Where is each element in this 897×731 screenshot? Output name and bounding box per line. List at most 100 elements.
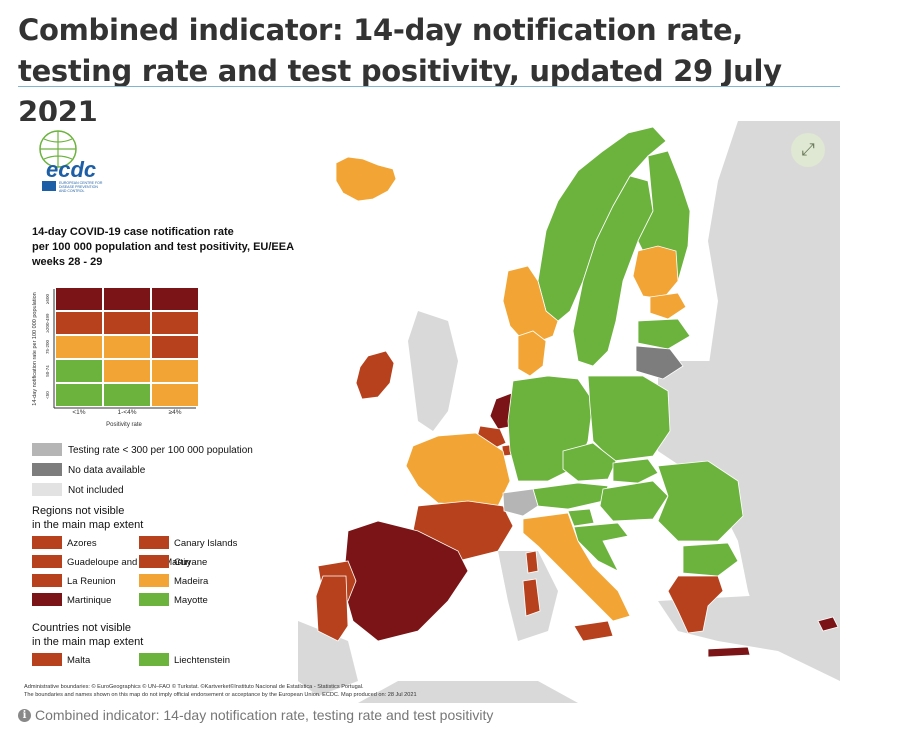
map-regions: [315, 126, 839, 658]
legend-label: Mayotte: [174, 595, 208, 606]
map-region-switzerland[interactable]: [502, 488, 539, 517]
legend-heading-3: weeks 28 - 29: [31, 256, 102, 268]
map-region-hungary[interactable]: [599, 480, 669, 522]
legend-matrix-cell: [56, 336, 102, 358]
map-region-sicily[interactable]: [573, 620, 614, 642]
legend-label: No data available: [68, 465, 146, 476]
map-region-spain[interactable]: [342, 520, 469, 642]
map-region-sweden[interactable]: [572, 175, 654, 367]
legend-label: Malta: [67, 655, 91, 666]
legend-matrix-cell: [56, 360, 102, 382]
map-region-ireland[interactable]: [355, 350, 395, 400]
caption-text: Combined indicator: 14-day notification …: [35, 707, 494, 723]
legend-matrix-cell: [104, 360, 150, 382]
legend-matrix-cell: [152, 336, 198, 358]
ecdc-logo: ecdc EUROPEAN CENTRE FOR DISEASE PREVENT…: [39, 130, 103, 193]
map-region-greece[interactable]: [667, 575, 724, 634]
info-icon: i: [18, 708, 31, 722]
map-region-slovakia[interactable]: [612, 458, 659, 484]
regions-heading-1: Regions not visible: [32, 505, 124, 517]
regions-heading: Regions not visible in the main map exte…: [32, 505, 143, 531]
legend-y-ticks: ≥500 ≥200-499 75-200 50-74 <50: [45, 294, 50, 399]
map-canvas: ecdc EUROPEAN CENTRE FOR DISEASE PREVENT…: [18, 121, 840, 703]
map-region-latvia[interactable]: [637, 318, 691, 350]
legend-matrix-cell: [104, 288, 150, 310]
countries-heading-1: Countries not visible: [32, 622, 131, 634]
legend-y-tick: ≥200-499: [45, 313, 50, 332]
legend-regions-list: Azores Canary Islands Guadeloupe and Saint…: [32, 536, 238, 606]
globe-grid: [40, 131, 76, 167]
map-region-finland-south[interactable]: [632, 245, 679, 300]
map-region-sardinia[interactable]: [522, 578, 541, 617]
logo-sub-2: DISEASE PREVENTION: [59, 185, 98, 189]
eu-flag-icon: [42, 181, 56, 191]
map-figure: ecdc EUROPEAN CENTRE FOR DISEASE PREVENT…: [18, 121, 840, 703]
legend-x-ticks: <1% 1-<4% ≥4%: [72, 409, 181, 416]
legend-matrix-cell: [152, 384, 198, 406]
legend-label: Testing rate < 300 per 100 000 populatio…: [68, 445, 253, 456]
map-region-bulgaria[interactable]: [682, 542, 739, 577]
legend-label: Guyane: [174, 557, 207, 568]
legend-y-tick: <50: [45, 391, 50, 399]
footer-line-2: The boundaries and names shown on this m…: [24, 692, 417, 698]
legend-swatch: [32, 555, 62, 568]
map-region-estonia[interactable]: [649, 292, 687, 320]
logo-sub-1: EUROPEAN CENTRE FOR: [59, 181, 103, 185]
legend-label: Liechtenstein: [174, 655, 230, 666]
map-region-poland[interactable]: [587, 375, 671, 462]
map-footer: Administrative boundaries: © EuroGeograp…: [24, 683, 417, 698]
map-region-crete[interactable]: [707, 646, 751, 658]
legend-label: Azores: [67, 538, 97, 549]
legend-label: Canary Islands: [174, 538, 238, 549]
countries-heading-2: in the main map extent: [32, 636, 143, 648]
legend-label: Guadeloupe and Saint Martin: [67, 557, 191, 568]
legend-swatch: [139, 555, 169, 568]
legend-matrix-cell: [152, 312, 198, 334]
map-region-lithuania[interactable]: [635, 345, 684, 380]
legend-matrix-cell: [56, 288, 102, 310]
legend-x-tick: <1%: [72, 409, 85, 416]
map-region-portugal[interactable]: [315, 575, 349, 642]
map-region-norway-south[interactable]: [502, 265, 559, 347]
legend-swatch: [139, 653, 169, 666]
logo-sub-3: AND CONTROL: [59, 189, 85, 193]
legend-x-tick: 1-<4%: [118, 409, 137, 416]
legend-swatch: [139, 536, 169, 549]
legend-y-tick: ≥500: [45, 294, 50, 304]
map-region-slovenia[interactable]: [567, 508, 595, 527]
legend-matrix-cell: [104, 312, 150, 334]
legend-heading-1: 14-day COVID-19 case notification rate: [32, 226, 234, 238]
legend-swatch: [139, 574, 169, 587]
regions-heading-2: in the main map extent: [32, 519, 143, 531]
legend-matrix-cell: [152, 360, 198, 382]
legend-heading: 14-day COVID-19 case notification rate p…: [31, 226, 294, 268]
map-region-cyprus[interactable]: [817, 616, 839, 632]
countries-heading: Countries not visible in the main map ex…: [32, 622, 143, 648]
legend-label: Madeira: [174, 576, 209, 587]
expand-button[interactable]: ⤢: [791, 133, 825, 167]
legend-matrix-cell: [152, 288, 198, 310]
legend-swatch: [32, 483, 62, 496]
legend-swatch: [32, 574, 62, 587]
legend-matrix: [56, 288, 198, 406]
page-title: Combined indicator: 14-day notification …: [18, 13, 782, 129]
map-region-croatia[interactable]: [573, 522, 629, 572]
map-region-corsica[interactable]: [525, 550, 539, 574]
legend-swatch: [32, 593, 62, 606]
legend-y-tick: 50-74: [45, 365, 50, 377]
legend-grey-items: Testing rate < 300 per 100 000 populatio…: [32, 443, 253, 496]
map-region-iceland[interactable]: [335, 156, 397, 202]
title-divider: [18, 86, 840, 87]
legend-heading-2: per 100 000 population and test positivi…: [32, 241, 294, 253]
map-region-italy[interactable]: [522, 512, 631, 622]
map-region-denmark[interactable]: [517, 330, 547, 377]
legend-swatch: [139, 593, 169, 606]
map-region-romania[interactable]: [657, 460, 744, 542]
legend-swatch: [32, 463, 62, 476]
legend-matrix-cell: [104, 384, 150, 406]
legend-label: La Reunion: [67, 576, 116, 587]
legend-y-tick: 75-200: [45, 339, 50, 354]
legend-swatch: [32, 443, 62, 456]
map-region-czechia[interactable]: [562, 442, 617, 482]
footer-line-1: Administrative boundaries: © EuroGeograp…: [24, 683, 364, 690]
